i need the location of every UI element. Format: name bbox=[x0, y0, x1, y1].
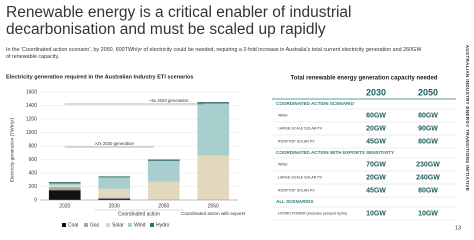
legend-label: Gas bbox=[90, 223, 100, 229]
bar-segment bbox=[48, 185, 81, 188]
bar-segment bbox=[98, 188, 131, 198]
y-tick-label: 400 bbox=[29, 170, 38, 176]
legend-swatch bbox=[128, 223, 132, 227]
y-tick-label: 1400 bbox=[26, 103, 37, 109]
cell-value: 10GW bbox=[418, 210, 438, 217]
annotation: >2x 2020 generation bbox=[95, 141, 135, 146]
column-header: 2050 bbox=[418, 87, 438, 97]
bar-segment bbox=[98, 198, 131, 200]
title-box: Renewable energy is a critical enabler o… bbox=[6, 4, 352, 38]
cell-value: 20GW bbox=[366, 125, 386, 132]
group-label: Coordinated action bbox=[118, 211, 160, 217]
row-label: WIND bbox=[278, 113, 288, 117]
cell-value: 80GW bbox=[418, 187, 438, 194]
cell-value: 80GW bbox=[418, 138, 438, 145]
y-tick-label: 1000 bbox=[26, 130, 37, 136]
bar-segment bbox=[48, 190, 81, 200]
bar-segment bbox=[147, 181, 180, 200]
cell-value: 45GW bbox=[366, 138, 386, 145]
legend-swatch bbox=[84, 223, 88, 227]
section-title: COORDINATED ACTION SCENARIO bbox=[276, 101, 355, 106]
y-tick-label: 1600 bbox=[26, 89, 37, 95]
bar-segment bbox=[98, 197, 131, 199]
sidebar-text: AUSTRALIAN INDUSTRY ENERGY TRANSITIONS I… bbox=[465, 45, 470, 191]
bar-segment bbox=[197, 103, 230, 156]
legend-label: Wind bbox=[134, 223, 146, 229]
x-tick-label: 2020 bbox=[59, 203, 70, 209]
row-label: ROOFTOP SOLAR PV bbox=[278, 139, 315, 143]
bar-segment bbox=[147, 159, 180, 161]
slide-title: Renewable energy is a critical enabler o… bbox=[6, 4, 352, 38]
section-title: ALL SCENARIOS bbox=[276, 199, 313, 204]
bar-segment bbox=[147, 160, 180, 182]
cell-value: 80GW bbox=[418, 112, 438, 119]
legend-swatch bbox=[62, 223, 66, 227]
y-tick-label: 0 bbox=[34, 197, 37, 203]
section-title: COORDINATED ACTION WITH EXPORTS SENSITIV… bbox=[276, 150, 394, 155]
bar-segment bbox=[48, 183, 81, 186]
cell-value: 230GW bbox=[416, 161, 440, 168]
legend-label: Solar bbox=[112, 223, 124, 229]
x-tick-label: 2030 bbox=[109, 203, 120, 209]
page-number: 13 bbox=[455, 225, 461, 231]
bar-segment bbox=[48, 187, 81, 191]
row-label: HYDRO POWER (excludes pumped hydro) bbox=[278, 211, 347, 215]
cell-value: 70GW bbox=[366, 161, 386, 168]
bar-segment bbox=[197, 102, 230, 104]
cell-value: 90GW bbox=[418, 125, 438, 132]
legend-label: Coal bbox=[68, 223, 78, 229]
table-title: Total renewable energy generation capaci… bbox=[291, 76, 438, 82]
y-axis-label: Electricity generation (TWh/yr) bbox=[9, 117, 15, 182]
cell-value: 10GW bbox=[366, 210, 386, 217]
cell-value: 45GW bbox=[366, 187, 386, 194]
group-label: Coordinated action with exports bbox=[181, 211, 246, 216]
row-label: LARGE-SCALE SOLAR PV bbox=[278, 126, 323, 130]
bar-segment bbox=[98, 177, 131, 189]
chart-title: Electricity generation required in the A… bbox=[6, 74, 194, 80]
annotation: ~5x 2020 generation bbox=[149, 98, 189, 103]
y-tick-label: 800 bbox=[29, 143, 38, 149]
cell-value: 60GW bbox=[366, 112, 386, 119]
subtitle-box: In the ‘Coordinated action scenario’, by… bbox=[6, 47, 422, 60]
row-label: LARGE-SCALE SOLAR PV bbox=[278, 175, 323, 179]
bar-segment bbox=[98, 176, 131, 178]
row-label: ROOFTOP SOLAR PV bbox=[278, 188, 315, 192]
legend-label: Hydro bbox=[156, 223, 170, 229]
bar-segment bbox=[48, 182, 81, 184]
y-tick-label: 600 bbox=[29, 157, 38, 163]
y-tick-label: 200 bbox=[29, 184, 38, 190]
slide-subtitle: In the ‘Coordinated action scenario’, by… bbox=[6, 47, 422, 60]
bar-segment bbox=[197, 155, 230, 200]
row-label: WIND bbox=[278, 162, 288, 166]
legend-swatch bbox=[106, 223, 110, 227]
x-tick-label: 2050 bbox=[158, 203, 169, 209]
cell-value: 20GW bbox=[366, 174, 386, 181]
x-tick-label: 2050 bbox=[208, 203, 219, 209]
cell-value: 240GW bbox=[416, 174, 440, 181]
column-header: 2030 bbox=[366, 87, 386, 97]
y-tick-label: 1200 bbox=[26, 116, 37, 122]
legend-swatch bbox=[150, 223, 154, 227]
